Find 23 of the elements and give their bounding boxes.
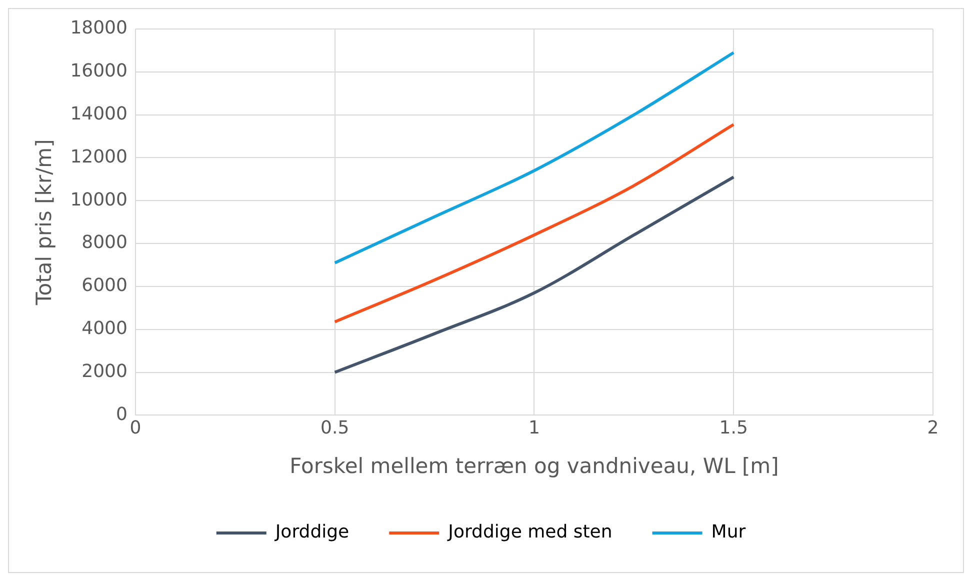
x-axis-title: Forskel mellem terræn og vandniveau, WL [m] bbox=[290, 454, 779, 478]
y-tick-label: 18000 bbox=[70, 18, 128, 39]
y-tick-label: 2000 bbox=[82, 360, 128, 382]
line-series bbox=[333, 51, 736, 264]
x-tick-label: 0 bbox=[130, 418, 142, 439]
x-tick-label: 2 bbox=[927, 418, 939, 439]
line-series bbox=[333, 122, 736, 324]
y-tick-label: 4000 bbox=[82, 318, 128, 340]
x-tick-label: 0.5 bbox=[320, 418, 350, 439]
y-axis-title: Total pris [kr/m] bbox=[32, 139, 56, 306]
x-tick-label: 1 bbox=[528, 418, 540, 439]
y-tick-label: 0 bbox=[116, 404, 128, 425]
line-series bbox=[333, 176, 736, 374]
y-tick-label: 12000 bbox=[70, 146, 128, 168]
legend-label: Mur bbox=[711, 522, 746, 543]
y-tick-label: 6000 bbox=[82, 275, 128, 296]
y-tick-label: 10000 bbox=[70, 189, 128, 210]
y-tick-label: 16000 bbox=[70, 60, 128, 82]
y-tick-label: 14000 bbox=[70, 103, 128, 124]
x-tick-label: 1.5 bbox=[719, 418, 748, 439]
legend-label: Jorddige med sten bbox=[447, 522, 612, 543]
y-tick-label: 8000 bbox=[82, 232, 128, 254]
legend-label: Jorddige bbox=[274, 522, 350, 543]
